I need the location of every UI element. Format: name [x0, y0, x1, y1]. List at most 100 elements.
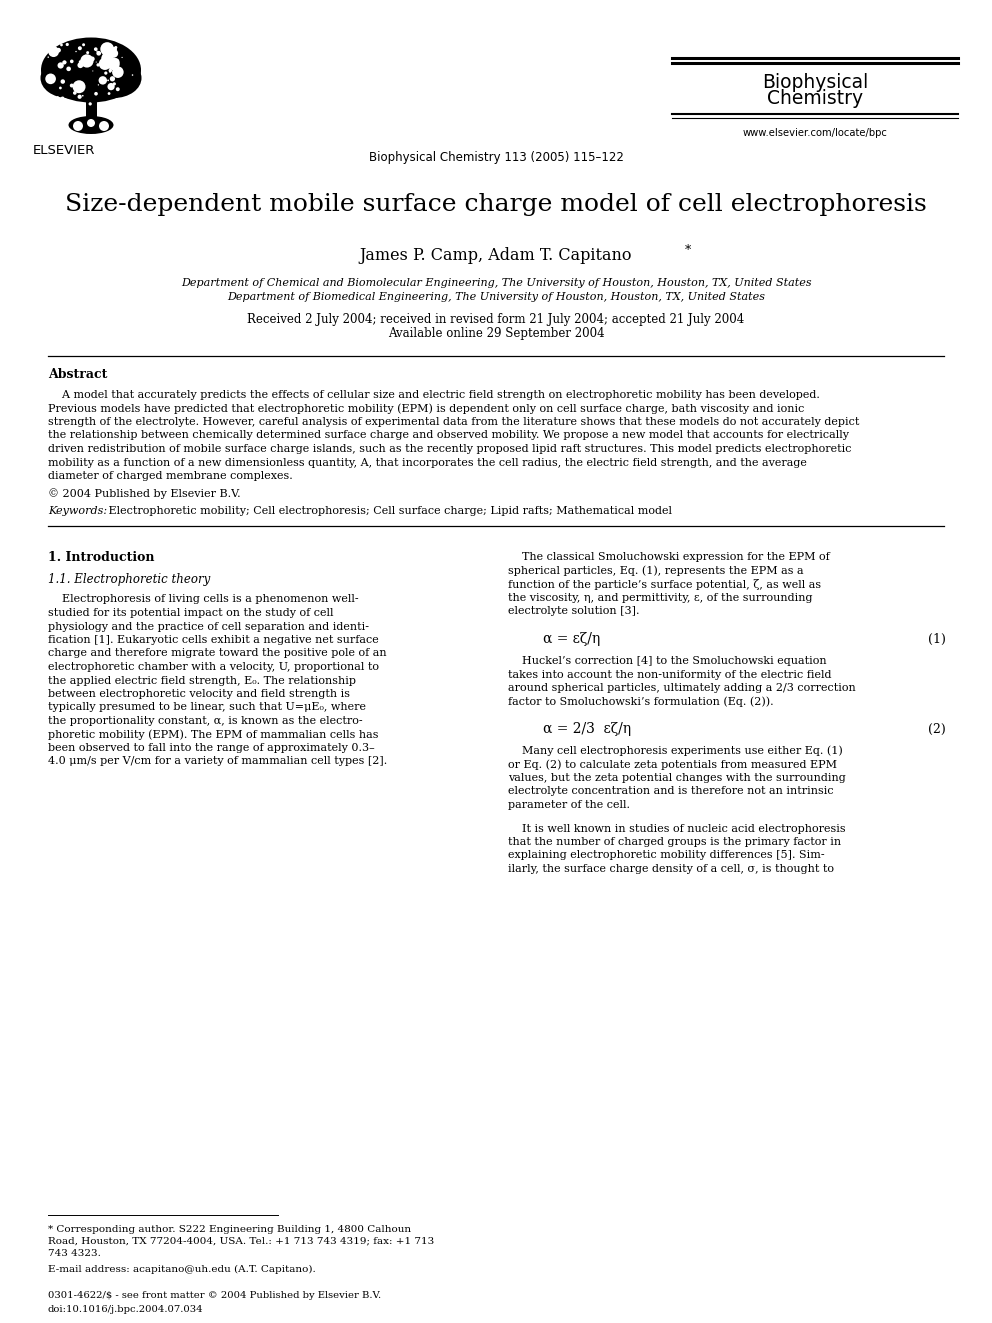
Circle shape	[61, 79, 65, 83]
Circle shape	[112, 66, 124, 78]
Circle shape	[57, 48, 61, 53]
Circle shape	[73, 91, 76, 95]
Text: Biophysical Chemistry 113 (2005) 115–122: Biophysical Chemistry 113 (2005) 115–122	[369, 152, 623, 164]
Bar	[33, 33, 148, 143]
Text: function of the particle’s surface potential, ζ, as well as: function of the particle’s surface poten…	[508, 579, 821, 590]
Bar	[86, 86, 97, 122]
Circle shape	[69, 103, 71, 105]
Circle shape	[94, 48, 97, 52]
Circle shape	[107, 79, 109, 81]
Text: A model that accurately predicts the effects of cellular size and electric field: A model that accurately predicts the eff…	[48, 390, 819, 400]
Circle shape	[104, 71, 107, 74]
Circle shape	[101, 53, 113, 65]
Circle shape	[77, 95, 81, 99]
Circle shape	[70, 60, 73, 64]
Ellipse shape	[41, 58, 95, 98]
Circle shape	[108, 69, 112, 73]
Text: values, but the zeta potential changes with the surrounding: values, but the zeta potential changes w…	[508, 773, 846, 783]
Text: (1): (1)	[929, 632, 946, 646]
Circle shape	[109, 49, 118, 58]
Text: explaining electrophoretic mobility differences [5]. Sim-: explaining electrophoretic mobility diff…	[508, 851, 824, 860]
Text: It is well known in studies of nucleic acid electrophoresis: It is well known in studies of nucleic a…	[508, 823, 845, 833]
Circle shape	[65, 42, 68, 46]
Text: 4.0 μm/s per V/cm for a variety of mammalian cell types [2].: 4.0 μm/s per V/cm for a variety of mamma…	[48, 757, 387, 766]
Circle shape	[78, 46, 82, 50]
Ellipse shape	[68, 116, 113, 134]
Text: studied for its potential impact on the study of cell: studied for its potential impact on the …	[48, 609, 333, 618]
Text: electrophoretic chamber with a velocity, U, proportional to: electrophoretic chamber with a velocity,…	[48, 662, 379, 672]
Text: Many cell electrophoresis experiments use either Eq. (1): Many cell electrophoresis experiments us…	[508, 746, 843, 757]
Circle shape	[48, 57, 49, 58]
Text: takes into account the non-uniformity of the electric field: takes into account the non-uniformity of…	[508, 669, 831, 680]
Text: *: *	[685, 243, 691, 257]
Text: Electrophoretic mobility; Cell electrophoresis; Cell surface charge; Lipid rafts: Electrophoretic mobility; Cell electroph…	[105, 507, 672, 516]
Circle shape	[63, 61, 66, 64]
Text: Biophysical: Biophysical	[762, 73, 868, 91]
Text: fication [1]. Eukaryotic cells exhibit a negative net surface: fication [1]. Eukaryotic cells exhibit a…	[48, 635, 379, 646]
Text: Size-dependent mobile surface charge model of cell electrophoresis: Size-dependent mobile surface charge mod…	[65, 193, 927, 217]
Text: Department of Chemical and Biomolecular Engineering, The University of Houston, : Department of Chemical and Biomolecular …	[181, 278, 811, 288]
Circle shape	[87, 58, 90, 61]
Text: spherical particles, Eq. (1), represents the EPM as a: spherical particles, Eq. (1), represents…	[508, 566, 804, 577]
Text: * Corresponding author. S222 Engineering Building 1, 4800 Calhoun: * Corresponding author. S222 Engineering…	[48, 1225, 411, 1233]
Circle shape	[86, 52, 89, 54]
Circle shape	[99, 120, 109, 131]
Text: Huckel’s correction [4] to the Smoluchowski equation: Huckel’s correction [4] to the Smoluchow…	[508, 656, 826, 665]
Text: doi:10.1016/j.bpc.2004.07.034: doi:10.1016/j.bpc.2004.07.034	[48, 1304, 203, 1314]
Circle shape	[61, 97, 64, 101]
Circle shape	[82, 105, 85, 107]
Text: or Eq. (2) to calculate zeta potentials from measured EPM: or Eq. (2) to calculate zeta potentials …	[508, 759, 837, 770]
Circle shape	[78, 60, 82, 64]
Circle shape	[124, 99, 127, 102]
Text: typically presumed to be linear, such that U=μE₀, where: typically presumed to be linear, such th…	[48, 703, 366, 713]
Ellipse shape	[41, 37, 141, 102]
Circle shape	[100, 42, 114, 56]
Text: ilarly, the surface charge density of a cell, σ, is thought to: ilarly, the surface charge density of a …	[508, 864, 834, 875]
Text: the proportionality constant, α, is known as the electro-: the proportionality constant, α, is know…	[48, 716, 363, 726]
Circle shape	[98, 77, 107, 85]
Circle shape	[77, 62, 83, 69]
Text: factor to Smoluchowski’s formulation (Eq. (2)).: factor to Smoluchowski’s formulation (Eq…	[508, 696, 774, 706]
Text: Abstract: Abstract	[48, 369, 107, 381]
Circle shape	[96, 50, 98, 52]
Text: Previous models have predicted that electrophoretic mobility (EPM) is dependent : Previous models have predicted that elec…	[48, 404, 805, 414]
Circle shape	[107, 58, 120, 70]
Text: diameter of charged membrane complexes.: diameter of charged membrane complexes.	[48, 471, 293, 482]
Circle shape	[99, 58, 111, 70]
Circle shape	[62, 61, 66, 65]
Text: (2): (2)	[929, 722, 946, 736]
Text: Keywords:: Keywords:	[48, 507, 107, 516]
Circle shape	[94, 91, 98, 95]
Text: that the number of charged groups is the primary factor in: that the number of charged groups is the…	[508, 837, 841, 847]
Circle shape	[46, 74, 56, 85]
Text: 1. Introduction: 1. Introduction	[48, 550, 155, 564]
Circle shape	[96, 64, 100, 66]
Text: mobility as a function of a new dimensionless quantity, A, that incorporates the: mobility as a function of a new dimensio…	[48, 458, 806, 467]
Circle shape	[132, 74, 133, 75]
Circle shape	[84, 54, 86, 57]
Text: around spherical particles, ultimately adding a 2/3 correction: around spherical particles, ultimately a…	[508, 683, 856, 693]
Circle shape	[127, 42, 130, 45]
Circle shape	[98, 85, 99, 86]
Text: Chemistry: Chemistry	[767, 90, 863, 108]
Circle shape	[87, 119, 95, 127]
Circle shape	[119, 101, 120, 102]
Ellipse shape	[86, 58, 142, 98]
Circle shape	[102, 48, 103, 50]
Circle shape	[72, 81, 85, 93]
Circle shape	[109, 70, 111, 73]
Circle shape	[80, 54, 93, 67]
Circle shape	[49, 46, 59, 57]
Circle shape	[96, 50, 101, 56]
Text: E-mail address: acapitano@uh.edu (A.T. Capitano).: E-mail address: acapitano@uh.edu (A.T. C…	[48, 1265, 315, 1274]
Text: α = 2/3  εζ/η: α = 2/3 εζ/η	[543, 722, 631, 736]
Text: the viscosity, η, and permittivity, ε, of the surrounding: the viscosity, η, and permittivity, ε, o…	[508, 593, 812, 603]
Circle shape	[66, 66, 71, 71]
Text: electrolyte concentration and is therefore not an intrinsic: electrolyte concentration and is therefo…	[508, 786, 833, 796]
Text: α = εζ/η: α = εζ/η	[543, 632, 600, 646]
Circle shape	[90, 57, 94, 61]
Text: electrolyte solution [3].: electrolyte solution [3].	[508, 606, 640, 617]
Circle shape	[130, 101, 134, 105]
Text: James P. Camp, Adam T. Capitano: James P. Camp, Adam T. Capitano	[360, 246, 632, 263]
Circle shape	[75, 50, 76, 52]
